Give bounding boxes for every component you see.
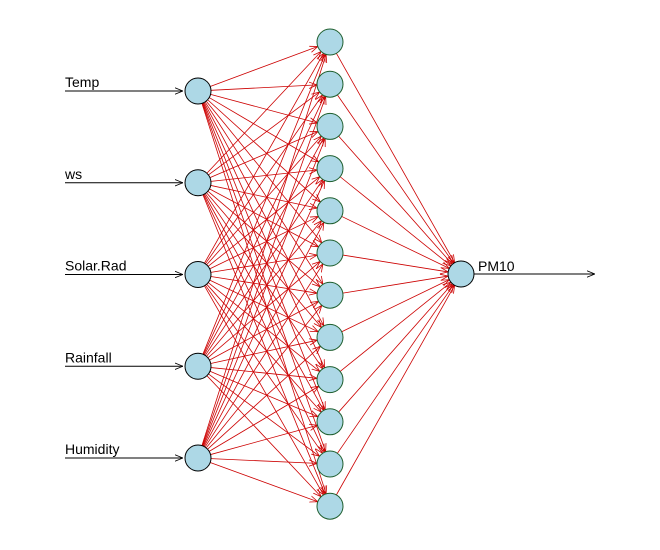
- weight-edge: [210, 47, 318, 87]
- weight-edge: [206, 221, 321, 357]
- weight-edge: [209, 188, 318, 247]
- weight-edge: [203, 96, 325, 355]
- weight-edge: [204, 285, 323, 495]
- weight-edge: [207, 282, 320, 372]
- hidden-node: [316, 112, 344, 140]
- weight-edge: [341, 280, 450, 333]
- weight-edge: [206, 192, 321, 328]
- weight-edge: [201, 103, 326, 493]
- input-node: [184, 352, 212, 380]
- weight-edge: [204, 101, 323, 284]
- weight-edge: [210, 185, 318, 208]
- weight-edge: [204, 193, 323, 369]
- input-node: [184, 444, 212, 472]
- hidden-node: [316, 239, 344, 267]
- hidden-node: [316, 408, 344, 436]
- weight-edge: [341, 216, 450, 268]
- weight-edge: [201, 96, 325, 446]
- weight-edge: [203, 102, 324, 368]
- weight-edge: [209, 132, 318, 179]
- hidden-node: [316, 197, 344, 225]
- weight-edge: [210, 462, 318, 501]
- hidden-node: [316, 492, 344, 520]
- weight-edge: [336, 53, 454, 262]
- weight-edge: [206, 136, 322, 266]
- weight-edge: [208, 373, 319, 456]
- weight-edge: [202, 54, 325, 355]
- weight-edge: [206, 51, 321, 174]
- weight-edge: [339, 282, 451, 372]
- weight-edge: [210, 458, 317, 464]
- weight-edge: [205, 100, 322, 243]
- weight-edge: [205, 305, 322, 449]
- weight-edge: [208, 386, 319, 452]
- weight-edge: [209, 279, 319, 332]
- weight-edge: [342, 276, 448, 294]
- output-label: PM10: [478, 258, 515, 274]
- input-label: ws: [64, 166, 82, 182]
- weight-edge: [207, 261, 320, 359]
- weight-edge: [209, 370, 318, 416]
- input-label: Rainfall: [65, 349, 112, 365]
- weight-edge: [337, 285, 453, 454]
- weight-edge: [207, 99, 321, 202]
- weight-edge: [204, 179, 323, 356]
- hidden-node: [316, 28, 344, 56]
- weight-edge: [209, 216, 319, 270]
- weight-edge: [210, 276, 317, 294]
- weight-edge: [337, 94, 453, 263]
- weight-edge: [207, 177, 320, 267]
- input-label: Humidity: [65, 441, 119, 457]
- nodes: Temp ws Solar.Rad Rainfall Humidity PM10: [64, 28, 515, 520]
- weight-edge: [204, 264, 323, 448]
- weight-edge: [203, 138, 323, 356]
- weight-edge: [210, 93, 318, 123]
- weight-edge: [338, 135, 453, 264]
- input-node: [184, 261, 212, 288]
- weight-edge: [339, 176, 451, 266]
- weight-edge: [338, 284, 453, 413]
- hidden-node: [316, 281, 344, 309]
- weight-edge: [209, 301, 318, 361]
- hidden-node: [316, 323, 344, 351]
- weight-edge: [209, 97, 319, 162]
- input-label: Solar.Rad: [65, 258, 126, 274]
- weight-edge: [342, 254, 448, 272]
- weight-edge: [207, 190, 320, 287]
- weight-edge: [336, 285, 454, 496]
- weight-edge: [207, 346, 321, 450]
- weight-edge: [210, 85, 317, 91]
- weight-edge: [210, 425, 318, 455]
- weight-edge: [204, 53, 323, 264]
- input-node: [184, 169, 212, 197]
- weight-edge: [202, 102, 325, 410]
- weight-edge: [203, 222, 324, 447]
- weight-edge: [210, 367, 317, 379]
- weight-edge: [205, 95, 322, 265]
- output-node: [447, 260, 475, 288]
- weight-edge: [203, 193, 323, 410]
- weight-edge: [201, 54, 326, 446]
- weight-edge: [203, 180, 324, 447]
- weight-edge: [208, 92, 319, 176]
- weight-edge: [210, 255, 317, 273]
- weight-edge: [203, 102, 324, 325]
- weight-edge: [205, 284, 322, 453]
- input-node: [184, 77, 212, 105]
- weight-edge: [206, 283, 322, 412]
- input-label: Temp: [65, 74, 99, 90]
- weight-edge: [202, 194, 325, 494]
- hidden-node: [316, 366, 344, 394]
- hidden-node: [316, 450, 344, 478]
- weight-edge: [202, 138, 325, 447]
- hidden-node: [316, 70, 344, 98]
- weight-edge: [210, 340, 318, 364]
- edges: [65, 47, 595, 502]
- hidden-node: [316, 155, 344, 183]
